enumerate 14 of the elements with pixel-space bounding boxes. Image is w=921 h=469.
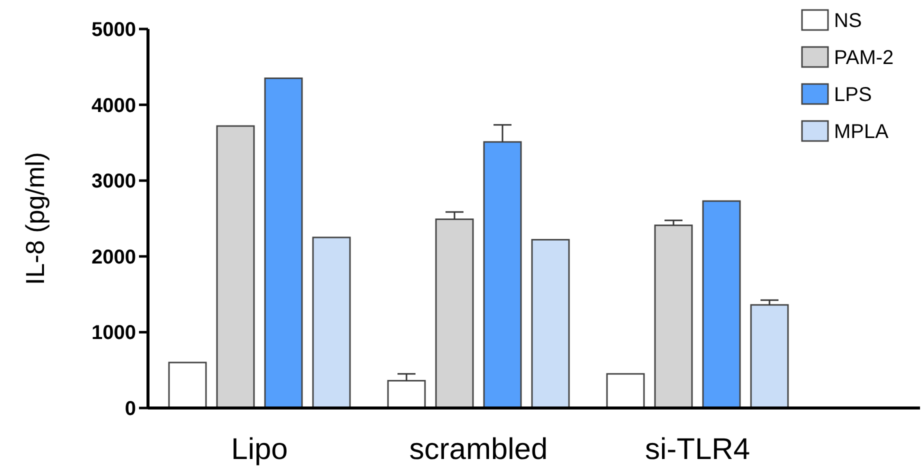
y-tick-label: 0: [124, 398, 136, 420]
x-tick-label: si-TLR4: [644, 433, 750, 466]
y-axis-title: IL-8 (pg/ml): [20, 152, 50, 285]
legend-label: PAM-2: [834, 47, 894, 69]
x-tick-label: scrambled: [409, 433, 548, 466]
y-tick-label: 3000: [92, 170, 136, 193]
x-tick-label: Lipo: [231, 433, 288, 466]
y-tick-label: 5000: [92, 19, 136, 41]
legend-label: MPLA: [834, 121, 890, 143]
y-tick-label: 4000: [92, 94, 136, 117]
y-tick-label: 1000: [92, 322, 136, 344]
y-tick-label: 2000: [92, 246, 136, 268]
legend-label: NS: [834, 10, 862, 32]
legend-label: LPS: [834, 84, 872, 106]
